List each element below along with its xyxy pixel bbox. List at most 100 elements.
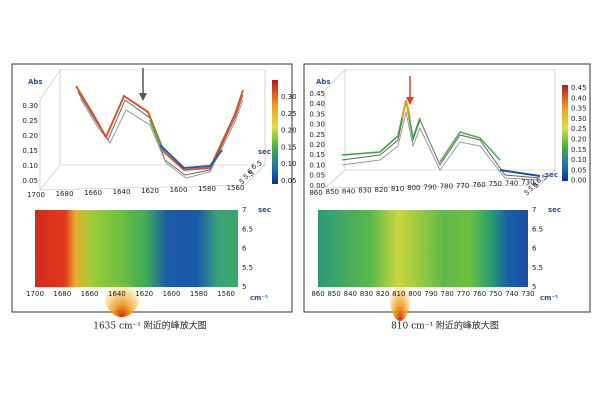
x-tick-label: 790 [423, 183, 436, 191]
colorbar-tick-label: 0.40 [571, 94, 587, 102]
colorbar-tick-label: 0.25 [571, 125, 587, 133]
x-tick-label: 810 [391, 185, 404, 193]
heatmap-x-tick-label: 1600 [163, 290, 181, 298]
heatmap-y-tick-label: 7 [532, 206, 536, 214]
y-tick-label: 0.15 [309, 151, 325, 159]
colorbar-tick-label: 0.20 [571, 136, 587, 144]
colorbar-tick-label: 0.25 [281, 110, 297, 118]
colorbar-tick-label: 0.15 [281, 143, 297, 151]
x-tick-label: 1700 [27, 191, 45, 199]
x-tick-label: 760 [472, 181, 485, 189]
unit-label: cm⁻¹ [250, 294, 268, 302]
axis-label: sec [545, 171, 558, 179]
heatmap-x-tick-label: 760 [473, 290, 486, 298]
x-tick-label: 750 [489, 180, 502, 188]
x-tick-label: 730 [521, 179, 534, 187]
y-tick-label: 0.30 [309, 121, 325, 129]
heatmap-x-tick-label: 790 [424, 290, 437, 298]
colorbar-tick-label: 0.10 [281, 160, 297, 168]
sec-tick-label: 5 [238, 177, 246, 186]
heatmap-x-tick-label: 1620 [135, 290, 153, 298]
heatmap-y-tick-label: 6.5 [242, 225, 253, 233]
x-tick-label: 1580 [198, 185, 216, 193]
panel-frame [303, 63, 591, 313]
heatmap-y-tick-label: 7 [242, 206, 246, 214]
colorbar-tick-label: 0.20 [281, 127, 297, 135]
heatmap-x-tick-label: 1580 [190, 290, 208, 298]
heatmap-x-tick-label: 830 [360, 290, 373, 298]
heatmap-x-tick-label: 1680 [53, 290, 71, 298]
spectra-surface [341, 99, 541, 181]
spectra-surface [75, 85, 244, 179]
y-tick-label: 0.10 [309, 161, 325, 169]
axis-label: Abs [28, 78, 43, 86]
heatmap-y-tick-label: 5.5 [532, 264, 543, 272]
heatmap-x-tick-label: 740 [505, 290, 518, 298]
y-tick-label: 0.05 [309, 172, 325, 180]
heatmap-y-tick-label: 6 [532, 245, 537, 253]
arrow-head [139, 93, 147, 101]
heatmap-x-tick-label: 810 [392, 290, 405, 298]
x-tick-label: 740 [505, 179, 518, 187]
x-tick-label: 850 [326, 188, 339, 196]
colorbar-tick-label: 0.10 [571, 156, 587, 164]
panel-frame [11, 63, 293, 313]
colorbar-tick-label: 0.45 [571, 84, 587, 92]
y-tick-label: 0.30 [22, 102, 38, 110]
heatmap-x-tick-label: 1640 [108, 290, 126, 298]
x-tick-label: 770 [456, 182, 469, 190]
x-tick-label: 860 [309, 189, 322, 197]
colorbar-tick-label: 0.05 [281, 177, 297, 185]
x-tick-label: 1560 [227, 184, 245, 192]
heatmap-peak [388, 253, 412, 321]
unit-label: cm⁻¹ [540, 294, 558, 302]
y-tick-label: 0.45 [309, 90, 325, 98]
axis-label: sec [258, 148, 271, 156]
y-tick-label: 0.10 [22, 162, 38, 170]
y-tick-label: 0.05 [22, 177, 38, 185]
colorbar-tick-label: 0.30 [281, 93, 297, 101]
sec-tick-label: 5 [523, 188, 531, 197]
sec-tick-label: 6.5 [250, 159, 264, 171]
x-tick-label: 820 [375, 186, 388, 194]
x-tick-label: 1660 [84, 189, 102, 197]
heatmap-y-tick-label: 5 [242, 283, 246, 291]
x-tick-label: 780 [440, 183, 453, 191]
x-tick-label: 840 [342, 187, 355, 195]
y-tick-label: 0.25 [309, 131, 325, 139]
y-tick-label: 0.20 [22, 132, 38, 140]
colorbar-tick-label: 0.05 [571, 166, 587, 174]
x-tick-label: 1620 [141, 187, 159, 195]
y-tick-label: 0.20 [309, 141, 325, 149]
heatmap-x-tick-label: 850 [327, 290, 340, 298]
heatmap-x-tick-label: 730 [521, 290, 534, 298]
caption: 1635 cm⁻¹ 附近的峰放大图 [93, 320, 207, 332]
axis-label: sec [258, 206, 271, 214]
heatmap-peak [102, 257, 142, 317]
axis-label: Abs [316, 78, 331, 86]
heatmap-x-tick-label: 780 [441, 290, 454, 298]
plot-box [324, 69, 556, 189]
colorbar [272, 80, 278, 184]
arrow-head [406, 97, 414, 105]
heatmap [318, 210, 528, 287]
y-tick-label: 0.40 [309, 100, 325, 108]
axis-label: sec [548, 206, 561, 214]
heatmap-y-tick-label: 5 [532, 283, 536, 291]
heatmap-x-tick-label: 1660 [81, 290, 99, 298]
heatmap-x-tick-label: 770 [457, 290, 470, 298]
colorbar-tick-label: 0.30 [571, 115, 587, 123]
y-tick-label: 0.25 [22, 117, 38, 125]
x-tick-label: 1600 [170, 186, 188, 194]
colorbar-tick-label: 0.35 [571, 105, 587, 113]
x-tick-label: 830 [358, 187, 371, 195]
x-tick-label: 1640 [113, 188, 131, 196]
colorbar-tick-label: 0.00 [571, 177, 587, 185]
y-tick-label: 0.15 [22, 147, 38, 155]
colorbar-tick-label: 0.15 [571, 146, 587, 154]
heatmap-x-tick-label: 860 [311, 290, 324, 298]
heatmap-x-tick-label: 1560 [217, 290, 235, 298]
heatmap-y-tick-label: 5.5 [242, 264, 253, 272]
caption: 810 cm⁻¹ 附近的峰放大图 [391, 320, 499, 332]
